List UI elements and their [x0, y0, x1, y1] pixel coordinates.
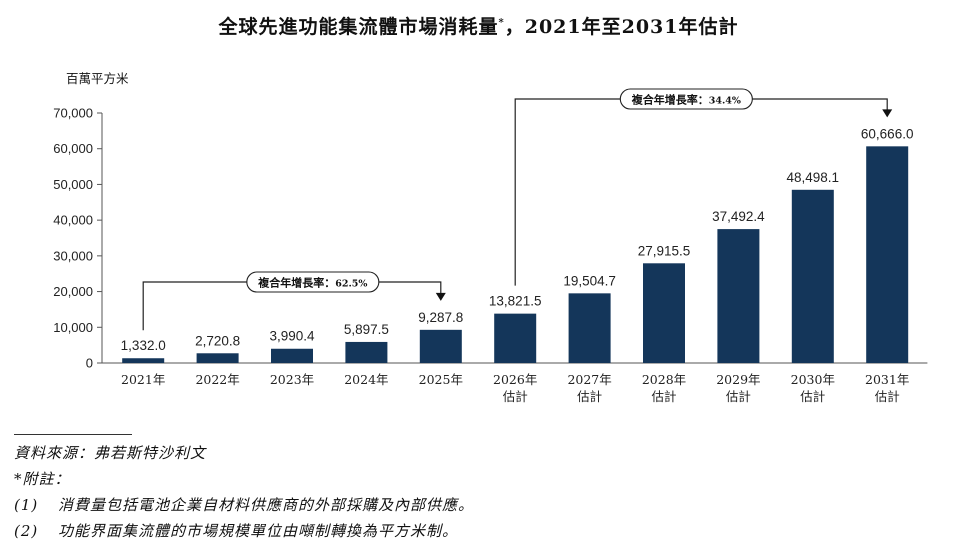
bar [643, 263, 685, 363]
title-footnote-mark: * [498, 17, 505, 29]
bar-value-label: 5,897.5 [344, 322, 389, 337]
remark-item: (1) 消費量包括電池企業自材料供應商的外部採購及內部供應。 [14, 494, 474, 515]
remark-text: 功能界面集流體的市場規模單位由噸制轉換為平方米制。 [58, 522, 459, 540]
bar-value-label: 3,990.4 [269, 329, 315, 344]
x-tick-label: 估計 [577, 389, 602, 404]
bar-value-label: 1,332.0 [121, 338, 166, 353]
bar-value-label: 37,492.4 [712, 209, 765, 224]
bar-value-label: 27,915.5 [638, 243, 691, 258]
bar [866, 146, 909, 363]
y-axis-unit-label: 百萬平方米 [66, 71, 129, 86]
remark-item: (2) 功能界面集流體的市場規模單位由噸制轉換為平方米制。 [14, 520, 458, 541]
bar [717, 229, 760, 363]
y-tick-label: 0 [86, 356, 93, 371]
bar [791, 189, 834, 363]
bar-value-label: 2,720.8 [195, 333, 240, 348]
cagr-label-box [246, 271, 380, 293]
title-text: 全球先進功能集流體市場消耗量 [218, 16, 499, 38]
chart-title: 全球先進功能集流體市場消耗量*，2021年至2031年估計 [0, 12, 957, 39]
bar [122, 358, 165, 363]
y-tick-label: 30,000 [53, 248, 93, 263]
y-tick-label: 60,000 [53, 141, 93, 156]
cagr-value: 34.4% [709, 96, 741, 107]
x-tick-label: 估計 [726, 389, 751, 404]
bar-value-label: 13,821.5 [489, 294, 542, 309]
x-tick-label: 2030年 [791, 372, 835, 387]
x-tick-label: 估計 [800, 389, 825, 404]
x-tick-label: 估計 [875, 389, 900, 404]
bar [494, 313, 537, 363]
cagr-arrowhead [435, 292, 446, 301]
bar-chart: 0 10,000 20,000 30,000 40,000 50,000 60,000 70,… [53, 88, 928, 404]
title-suffix: ，2021年至2031年估計 [504, 16, 739, 38]
x-tick-label: 估計 [503, 389, 528, 404]
remark-text: 消費量包括電池企業自材料供應商的外部採購及內部供應。 [58, 496, 475, 514]
x-tick-label: 2028年 [642, 372, 686, 387]
remark-number: (1) [14, 496, 39, 514]
bar [271, 348, 313, 363]
bar-value-label: 48,498.1 [787, 170, 840, 185]
bar [568, 293, 611, 363]
bar-value-label: 60,666.0 [861, 126, 914, 141]
x-tick-label: 2023年 [270, 372, 314, 387]
x-tick-label: 2021年 [121, 372, 165, 387]
bar-value-label: 19,504.7 [563, 273, 616, 288]
x-tick-label: 2025年 [419, 372, 463, 387]
y-tick-label: 70,000 [53, 106, 93, 121]
bar [196, 353, 239, 363]
x-tick-label: 估計 [651, 389, 676, 404]
y-tick-label: 40,000 [53, 213, 93, 228]
cagr-label-text: 複合年增長率： [257, 276, 335, 290]
y-tick-label: 50,000 [53, 177, 93, 192]
x-tick-label: 2024年 [344, 372, 388, 387]
cagr-label-text: 複合年增長率： [631, 93, 709, 107]
x-tick-label: 2029年 [716, 372, 760, 387]
y-tick-label: 20,000 [53, 284, 93, 299]
cagr-arrowhead [882, 109, 893, 118]
cagr-value: 62.5% [335, 279, 367, 290]
source-note: 資料來源：弗若斯特沙利文 [14, 444, 207, 462]
cagr-label: 複合年增長率：62.5% [257, 276, 367, 290]
cagr-label: 複合年增長率：34.4% [631, 93, 741, 107]
bar-value-label: 9,287.8 [418, 310, 463, 325]
cagr-label-box [619, 88, 753, 110]
bar [419, 329, 462, 363]
remark-number: (2) [14, 522, 39, 540]
y-tick-label: 10,000 [53, 320, 93, 335]
x-tick-label: 2027年 [567, 372, 611, 387]
x-tick-label: 2031年 [865, 372, 909, 387]
x-tick-label: 2022年 [195, 372, 239, 387]
footnote-divider [14, 434, 132, 435]
x-tick-label: 2026年 [493, 372, 537, 387]
remark-heading: *附註： [14, 470, 71, 488]
bar [345, 341, 388, 363]
